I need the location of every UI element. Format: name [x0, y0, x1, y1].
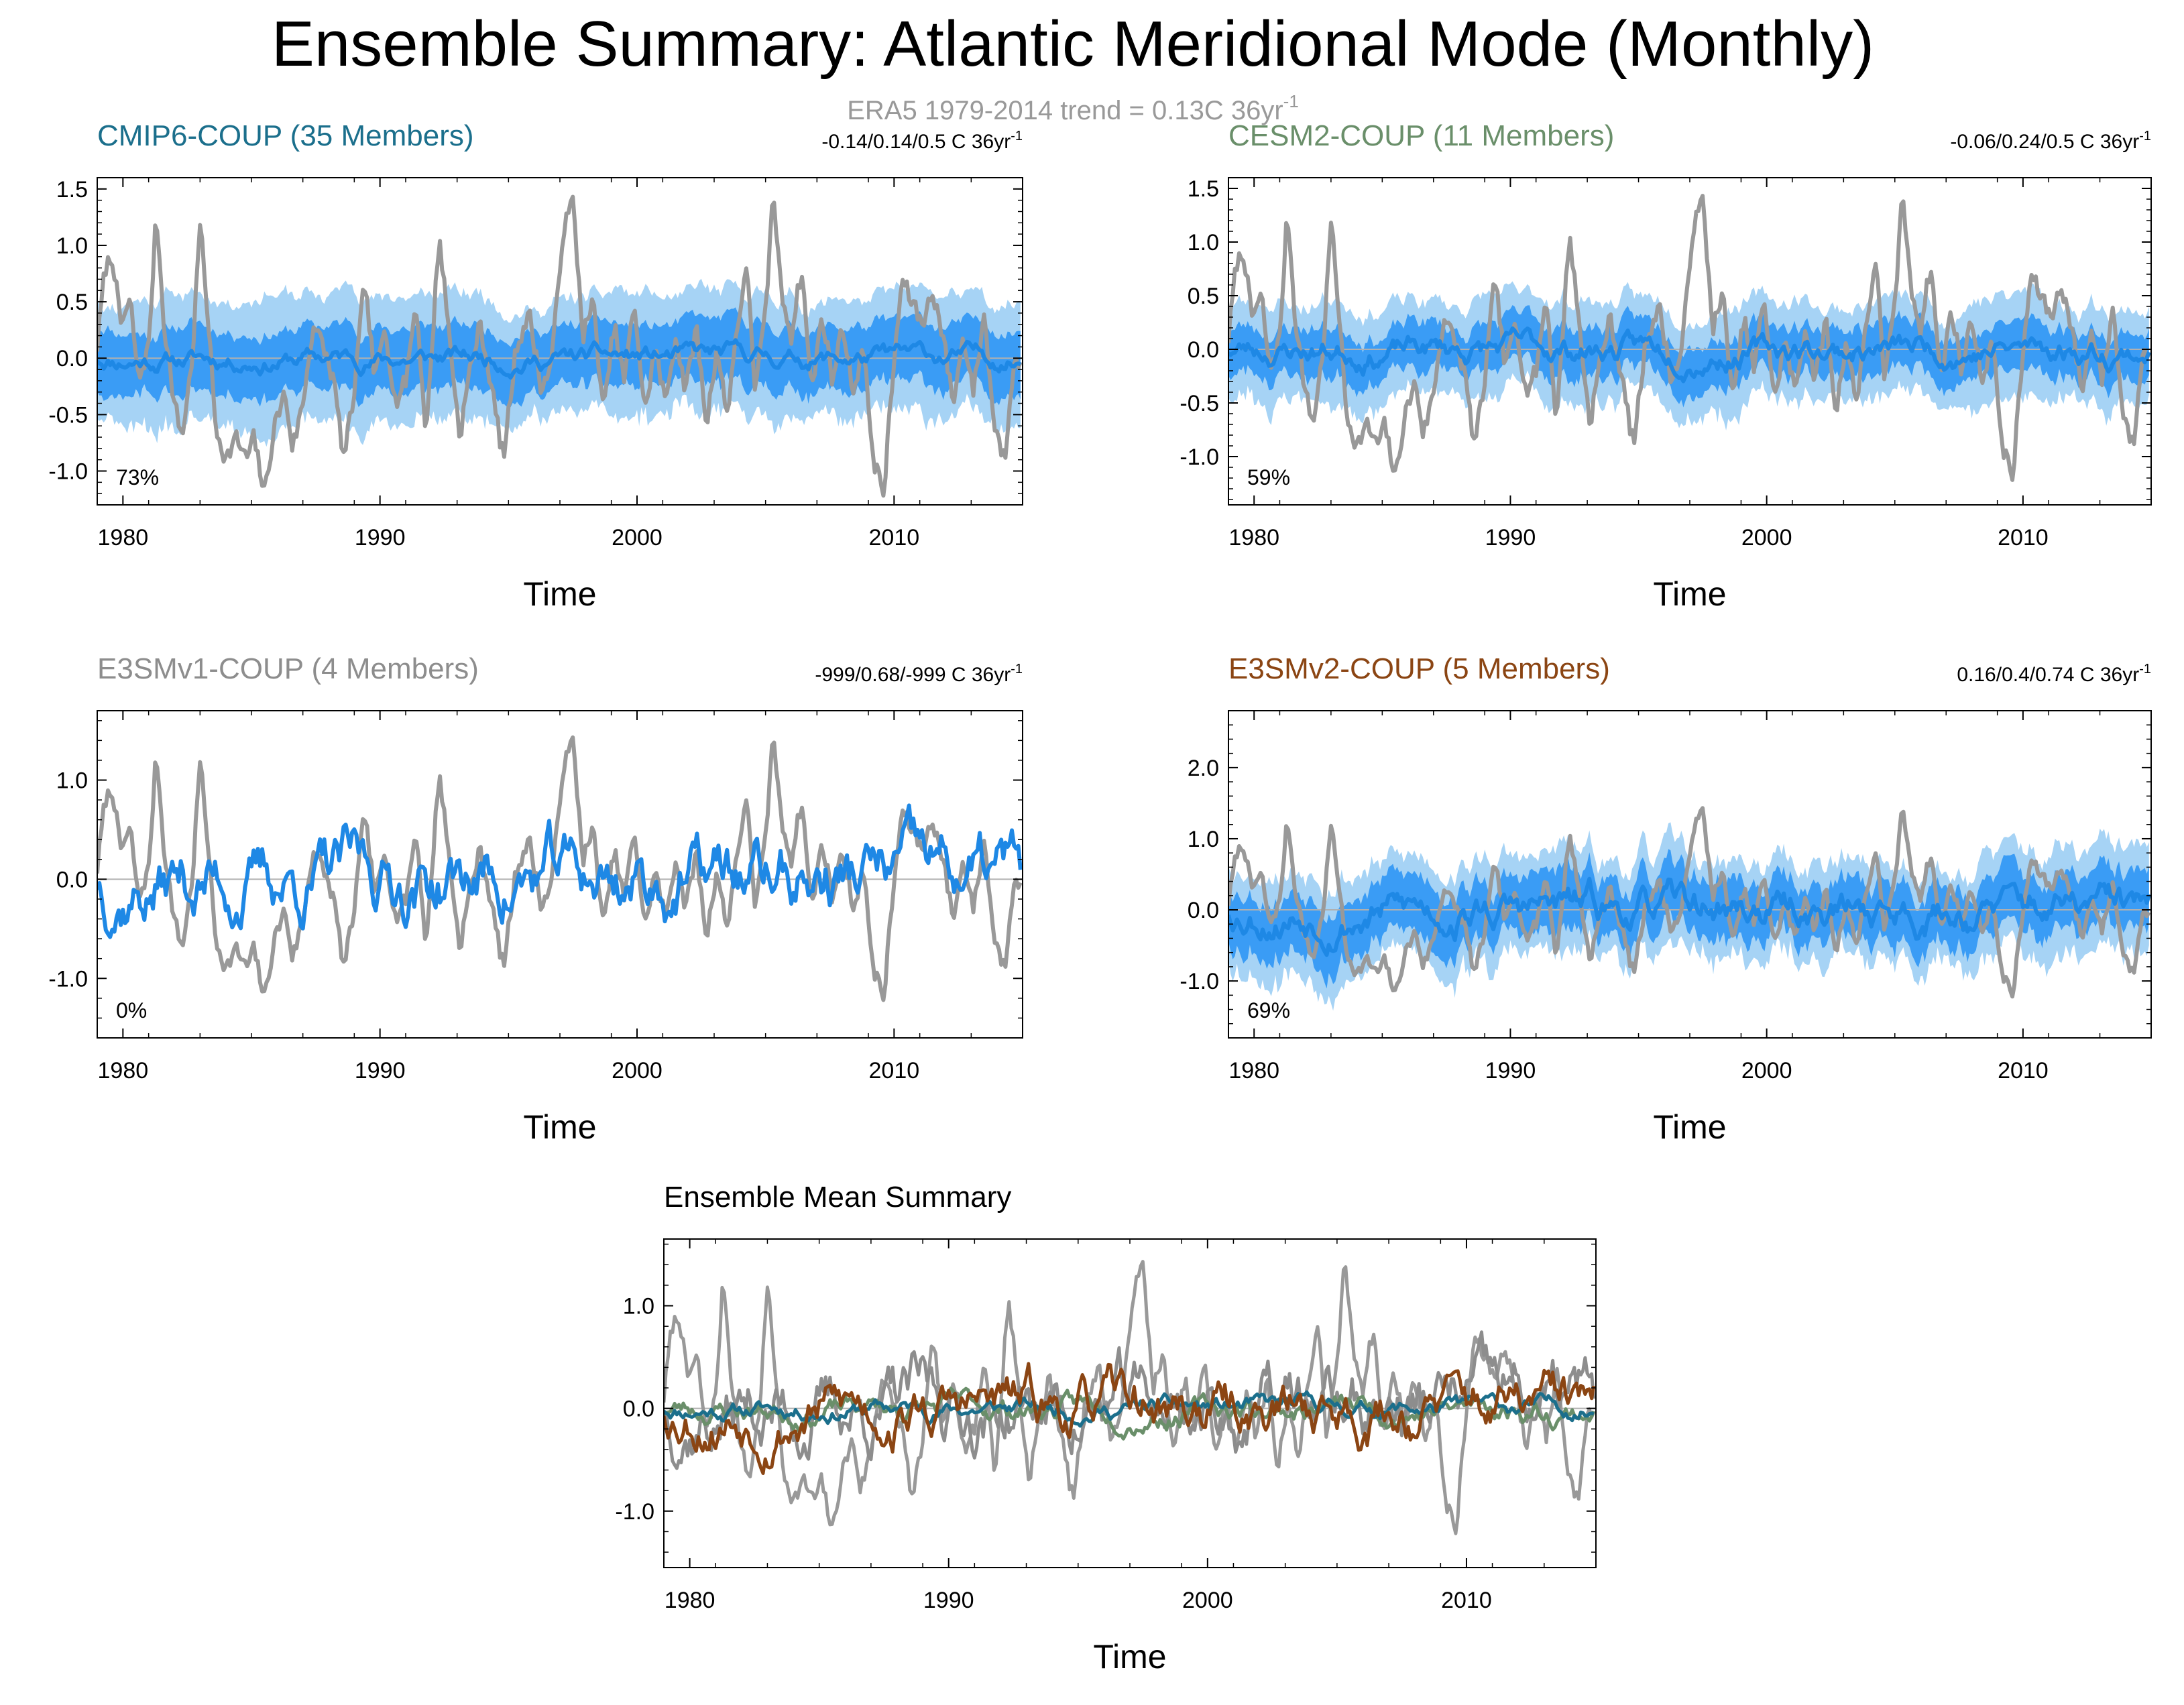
trend-stats: -0.14/0.14/0.5 C 36yr-1 [821, 129, 1023, 153]
y-tick-label: 1.0 [56, 768, 88, 794]
trend-stats: -999/0.68/-999 C 36yr-1 [815, 662, 1023, 686]
y-tick-label: 1.5 [1188, 176, 1219, 202]
x-tick-label: 2010 [1998, 1058, 2049, 1083]
panel-cmip6-coup: CMIP6-COUP (35 Members) -0.14/0.14/0.5 C … [48, 119, 1023, 613]
era5-observed-line [97, 194, 1023, 498]
x-tick-label: 1990 [355, 1058, 406, 1083]
ensemble-mean-line [1228, 326, 2151, 384]
y-tick-label: 0.0 [1188, 898, 1219, 923]
y-tick-label: -1.0 [1180, 445, 1219, 470]
x-tick-label: 1990 [923, 1588, 974, 1613]
percent-annotation: 0% [116, 998, 147, 1022]
x-tick-label: 2010 [869, 1058, 920, 1083]
x-tick-label: 2000 [612, 1058, 663, 1083]
y-tick-label: -1.0 [48, 966, 88, 992]
figure-title: Ensemble Summary: Atlantic Meridional Mo… [272, 8, 1874, 80]
percent-annotation: 73% [116, 465, 159, 489]
x-tick-label: 2010 [1441, 1588, 1492, 1613]
x-tick-label: 2010 [869, 525, 920, 550]
plot-area [664, 1260, 1596, 1535]
y-tick-label: -0.5 [48, 402, 88, 428]
x-tick-label: 1990 [1485, 525, 1536, 550]
x-tick-label: 1980 [1228, 525, 1279, 550]
era5-trend-subtitle: ERA5 1979-2014 trend = 0.13C 36yr-1 [847, 91, 1299, 125]
plot-area [97, 735, 1023, 1002]
ensemble-spread-band [1228, 849, 2149, 989]
y-tick-label: 0.0 [56, 346, 88, 371]
panel-title: CMIP6-COUP (35 Members) [97, 119, 474, 152]
summary-line-e3smv2-coup [664, 1362, 1596, 1475]
x-tick-label: 2000 [1741, 1058, 1792, 1083]
y-tick-label: 2.0 [1188, 756, 1219, 781]
panel-title: CESM2-COUP (11 Members) [1228, 119, 1614, 152]
ensemble-mean-line [97, 803, 1023, 939]
y-tick-label: 1.0 [623, 1294, 654, 1319]
x-axis-label: Time [1093, 1638, 1166, 1675]
y-tick-label: -1.0 [1180, 969, 1219, 994]
x-axis-label: Time [523, 575, 596, 613]
y-tick-label: 0.5 [1188, 284, 1219, 309]
y-tick-label: 0.5 [56, 290, 88, 315]
summary-line-e3smv1-coup [664, 1330, 1596, 1470]
y-tick-label: 1.0 [1188, 230, 1219, 255]
x-tick-label: 2000 [1741, 525, 1792, 550]
trend-stats-exponent: -1 [2139, 129, 2151, 143]
era5-observed-line [97, 735, 1023, 1002]
y-tick-label: 1.0 [1188, 827, 1219, 852]
x-tick-label: 2010 [1998, 525, 2049, 550]
y-tick-label: -0.5 [1180, 391, 1219, 416]
x-tick-label: 1980 [98, 525, 149, 550]
y-tick-label: -1.0 [48, 459, 88, 485]
trend-stats-text: 0.16/0.4/0.74 C 36yr [1957, 664, 2139, 686]
x-tick-label: 2000 [1182, 1588, 1233, 1613]
x-tick-label: 2000 [612, 525, 663, 550]
trend-stats-text: -999/0.68/-999 C 36yr [815, 664, 1011, 686]
plot-area [97, 194, 1023, 498]
trend-stats-text: -0.06/0.24/0.5 C 36yr [1950, 131, 2139, 153]
x-axis-label: Time [523, 1108, 596, 1146]
x-tick-label: 1990 [1485, 1058, 1536, 1083]
y-tick-label: 0.0 [623, 1397, 654, 1422]
panel-cesm2-coup: CESM2-COUP (11 Members) -0.06/0.24/0.5 C … [1180, 119, 2152, 613]
y-tick-label: 0.0 [56, 867, 88, 892]
x-tick-label: 1980 [665, 1588, 715, 1613]
ensemble-mean-line [1228, 876, 2151, 957]
y-tick-label: 1.5 [56, 177, 88, 202]
y-tick-label: -1.0 [615, 1499, 654, 1525]
x-tick-label: 1980 [1228, 1058, 1279, 1083]
trend-stats: -0.06/0.24/0.5 C 36yr-1 [1950, 129, 2151, 153]
panel-title: E3SMv2-COUP (5 Members) [1228, 652, 1610, 685]
panel-e3smv2-coup: E3SMv2-COUP (5 Members) 0.16/0.4/0.74 C 3… [1180, 652, 2152, 1146]
panel-ensemble-mean-summary: Ensemble Mean Summary -1.0 0.0 1.0 1980 1990 2… [615, 1181, 1597, 1675]
percent-annotation: 69% [1247, 998, 1290, 1022]
trend-stats-exponent: -1 [1011, 662, 1023, 677]
y-tick-label: 1.0 [56, 233, 88, 259]
era5-observed-line [1228, 806, 2151, 999]
ensemble-mean-line [97, 338, 1022, 380]
panels-container: CMIP6-COUP (35 Members) -0.14/0.14/0.5 C … [48, 119, 2152, 1675]
trend-stats-exponent: -1 [1011, 129, 1023, 143]
trend-stats: 0.16/0.4/0.74 C 36yr-1 [1957, 662, 2151, 686]
y-tick-label: 0.0 [1188, 337, 1219, 363]
x-axis-label: Time [1653, 1108, 1726, 1146]
summary-line-era5-observed [664, 1260, 1596, 1535]
x-tick-label: 1980 [98, 1058, 149, 1083]
trend-stats-text: -0.14/0.14/0.5 C 36yr [821, 131, 1011, 153]
panel-title: Ensemble Mean Summary [664, 1181, 1011, 1214]
x-axis-label: Time [1653, 575, 1726, 613]
plot-area [1228, 806, 2151, 1011]
era5-trend-text: ERA5 1979-2014 trend = 0.13C 36yr [847, 96, 1283, 125]
era5-trend-exponent: -1 [1283, 91, 1299, 111]
plot-area [1228, 194, 2151, 482]
panel-e3smv1-coup: E3SMv1-COUP (4 Members) -999/0.68/-999 C … [48, 652, 1023, 1146]
era5-observed-line [1228, 194, 2151, 482]
trend-stats-exponent: -1 [2139, 662, 2151, 677]
percent-annotation: 59% [1247, 465, 1290, 489]
x-tick-label: 1990 [355, 525, 406, 550]
panel-title: E3SMv1-COUP (4 Members) [97, 652, 479, 685]
